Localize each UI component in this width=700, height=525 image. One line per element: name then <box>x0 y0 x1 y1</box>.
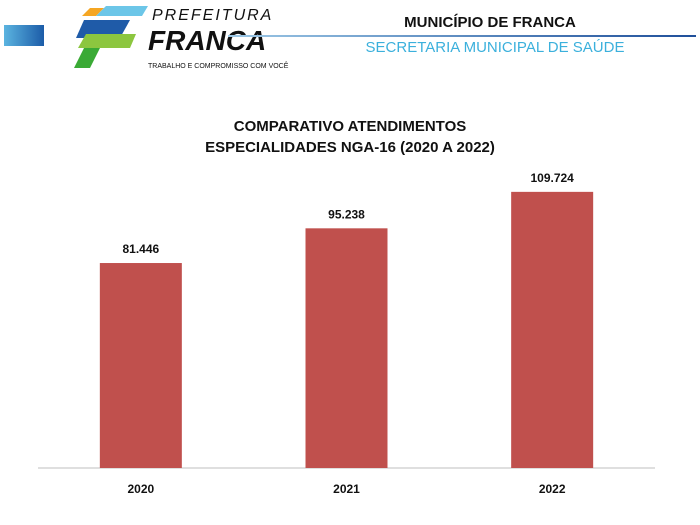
municipality-title: MUNICÍPIO DE FRANCA <box>404 14 576 31</box>
bar-2022 <box>511 191 594 468</box>
x-tick-label-2022: 2022 <box>539 482 566 496</box>
svg-text:PREFEITURA: PREFEITURA <box>152 7 273 24</box>
data-label-2022: 109.724 <box>530 171 574 185</box>
data-label-2020: 81.446 <box>122 242 159 256</box>
prefeitura-franca-logo: PREFEITURA FRANCA TRABALHO E COMPROMISSO… <box>74 6 289 70</box>
chart-title: COMPARATIVO ATENDIMENTOS ESPECIALIDADES … <box>0 116 700 158</box>
bar-2020 <box>99 263 182 468</box>
chart-title-line1: COMPARATIVO ATENDIMENTOS <box>233 118 467 135</box>
x-tick-label-2021: 2021 <box>333 482 360 496</box>
secretariat-title: SECRETARIA MUNICIPAL DE SAÚDE <box>365 39 625 56</box>
chart-title-line2: ESPECIALIDADES NGA-16 (2020 A 2022) <box>205 139 495 156</box>
bar-2021 <box>305 228 388 468</box>
header-decor-bar <box>4 25 44 46</box>
header-divider <box>228 35 696 37</box>
svg-text:FRANCA: FRANCA <box>148 25 266 56</box>
x-tick-label-2020: 2020 <box>127 482 154 496</box>
data-label-2021: 95.238 <box>328 207 365 221</box>
svg-text:TRABALHO E COMPROMISSO COM VOC: TRABALHO E COMPROMISSO COM VOCÊ <box>148 61 289 70</box>
